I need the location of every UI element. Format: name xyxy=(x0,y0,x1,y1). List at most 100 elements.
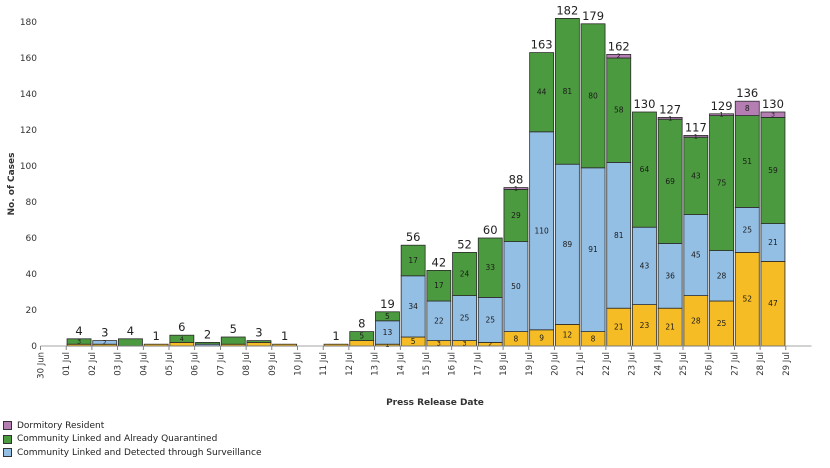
segment-label: 24 xyxy=(460,270,470,279)
legend: Dormitory Resident Community Linked and … xyxy=(3,419,262,460)
segment-label: 21 xyxy=(768,238,778,247)
y-tick-label: 120 xyxy=(20,126,37,136)
segment-label: 91 xyxy=(588,245,598,254)
bar-total-label: 1 xyxy=(332,329,339,343)
y-tick-label: 0 xyxy=(31,342,37,352)
x-tick-label: 01 Jul xyxy=(62,352,72,376)
x-tick-label: 20 Jul xyxy=(551,352,561,376)
x-tick-label: 17 Jul xyxy=(473,352,483,376)
bar-total-label: 163 xyxy=(531,38,553,52)
y-tick-label: 160 xyxy=(20,54,37,64)
segment-label: 22 xyxy=(434,316,444,325)
bar-total-label: 5 xyxy=(230,322,237,336)
segment-label: 5 xyxy=(385,312,390,321)
legend-label-dormitory: Dormitory Resident xyxy=(17,421,104,431)
bar-total-label: 130 xyxy=(762,97,784,111)
segment-label: 12 xyxy=(563,331,573,340)
bar-total-label: 8 xyxy=(358,317,365,331)
y-tick-label: 60 xyxy=(26,234,38,244)
y-tick-label: 180 xyxy=(20,18,37,28)
segment-label: 8 xyxy=(514,334,519,343)
segment-label: 8 xyxy=(591,334,596,343)
x-tick-label: 25 Jul xyxy=(679,352,689,376)
bar-total-label: 4 xyxy=(75,324,82,338)
segment-label: 3 xyxy=(771,111,775,119)
bar-total-label: 129 xyxy=(711,99,733,113)
y-tick-label: 80 xyxy=(26,198,38,208)
segment-label: 5 xyxy=(359,332,364,341)
bar-total-label: 4 xyxy=(127,324,134,338)
segment-label: 4 xyxy=(180,335,184,343)
bar-total-label: 88 xyxy=(509,173,524,187)
x-tick-label: 15 Jul xyxy=(422,352,432,376)
legend-swatch-surveillance xyxy=(3,448,12,457)
segment-label: 81 xyxy=(614,231,624,240)
legend-item-surveillance[interactable]: Community Linked and Detected through Su… xyxy=(3,446,262,460)
bar-total-label: 162 xyxy=(608,39,630,53)
bar-segment xyxy=(196,342,220,344)
segment-label: 29 xyxy=(511,211,521,220)
segment-label: 33 xyxy=(485,263,495,272)
bar-segment xyxy=(221,337,245,344)
segment-label: 44 xyxy=(537,88,547,97)
segment-label: 81 xyxy=(563,87,573,96)
bar-segment xyxy=(247,341,271,343)
segment-label: 23 xyxy=(640,321,650,330)
y-tick-label: 140 xyxy=(20,90,37,100)
x-tick-label: 19 Jul xyxy=(525,352,535,376)
bar-total-label: 2 xyxy=(204,327,211,341)
segment-label: 80 xyxy=(588,91,598,100)
segment-label: 50 xyxy=(511,282,521,291)
x-tick-label: 16 Jul xyxy=(448,352,458,376)
segment-label: 110 xyxy=(534,226,549,235)
x-tick-label: 27 Jul xyxy=(730,352,740,376)
x-tick-label: 14 Jul xyxy=(396,352,406,376)
x-tick-label: 04 Jul xyxy=(139,352,149,376)
x-tick-label: 26 Jul xyxy=(705,352,715,376)
legend-item-dormitory[interactable]: Dormitory Resident xyxy=(3,419,262,433)
bar-total-label: 1 xyxy=(281,329,288,343)
x-tick-label: 30 Jun xyxy=(37,352,47,379)
segment-label: 8 xyxy=(745,104,750,113)
x-tick-label: 09 Jul xyxy=(268,352,278,376)
bar-total-label: 130 xyxy=(633,97,655,111)
bar-segment xyxy=(247,342,271,346)
bar-total-label: 127 xyxy=(659,102,681,116)
x-tick-label: 28 Jul xyxy=(756,352,766,376)
segment-label: 28 xyxy=(717,271,727,280)
segment-label: 43 xyxy=(691,171,701,180)
bar-total-label: 117 xyxy=(685,120,707,134)
x-tick-label: 21 Jul xyxy=(576,352,586,376)
bar-segment xyxy=(170,342,194,346)
segment-label: 52 xyxy=(742,295,752,304)
x-tick-label: 24 Jul xyxy=(653,352,663,376)
y-tick-label: 20 xyxy=(26,306,38,316)
bar-total-label: 56 xyxy=(406,230,421,244)
segment-label: 59 xyxy=(768,166,778,175)
bar-total-label: 182 xyxy=(556,3,578,17)
y-axis-title: No. of Cases xyxy=(7,153,17,216)
bar-segment xyxy=(350,341,374,346)
segment-label: 36 xyxy=(665,271,675,280)
segment-label: 17 xyxy=(408,256,418,265)
bar-total-label: 179 xyxy=(582,9,604,23)
bar-total-label: 42 xyxy=(432,255,447,269)
bar-total-label: 19 xyxy=(380,297,395,311)
bar-total-label: 136 xyxy=(736,86,758,100)
y-tick-label: 40 xyxy=(26,270,38,280)
segment-label: 58 xyxy=(614,106,624,115)
segment-label: 13 xyxy=(383,328,393,337)
segment-label: 45 xyxy=(691,251,701,260)
segment-label: 25 xyxy=(717,319,727,328)
bar-total-label: 6 xyxy=(178,320,185,334)
bar-total-label: 3 xyxy=(255,326,262,340)
x-tick-label: 07 Jul xyxy=(216,352,226,376)
segment-label: 28 xyxy=(691,316,701,325)
x-tick-label: 13 Jul xyxy=(371,352,381,376)
x-tick-label: 10 Jul xyxy=(294,352,304,376)
segment-label: 47 xyxy=(768,299,778,308)
stacked-bar-chart: 020406080100120140160180No. of Cases30 J… xyxy=(0,0,830,468)
segment-label: 43 xyxy=(640,261,650,270)
legend-item-quarantined[interactable]: Community Linked and Already Quarantined xyxy=(3,433,262,447)
bar-total-label: 52 xyxy=(457,237,472,251)
